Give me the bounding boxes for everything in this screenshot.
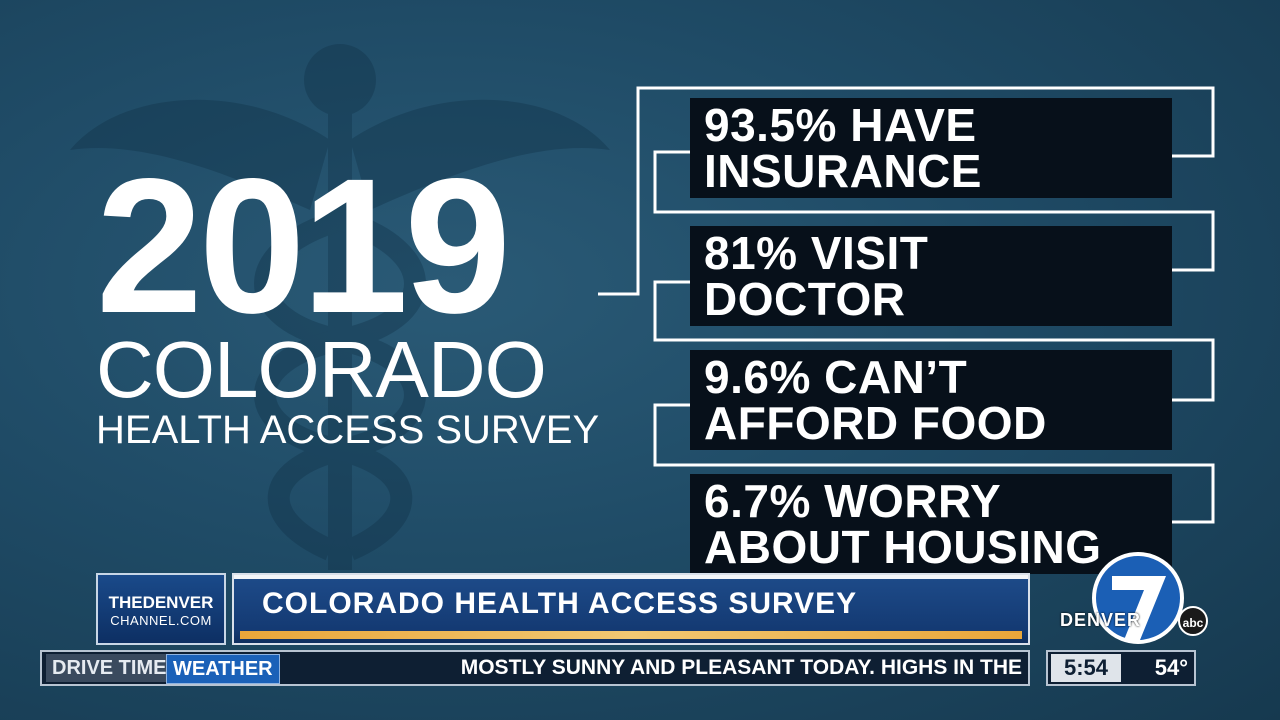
network-logo: abc <box>1178 606 1208 636</box>
station-name: DENVER <box>1060 610 1142 630</box>
news-ticker: DRIVE TIMES WEATHER MOSTLY SUNNY AND PLE… <box>40 650 1030 686</box>
channel-7-logo-icon <box>1092 552 1184 644</box>
stat-line: INSURANCE <box>704 145 982 197</box>
clock-time: 5:54 <box>1051 654 1121 682</box>
ticker-tab-drive-times: DRIVE TIMES <box>46 654 186 682</box>
headline-subtitle: HEALTH ACCESS SURVEY <box>96 408 600 452</box>
stat-doctor: 81% VISIT DOCTOR <box>690 226 1172 326</box>
clock-temperature-box: 5:54 54° <box>1046 650 1196 686</box>
ticker-tab-weather: WEATHER <box>166 654 280 684</box>
stat-insurance: 93.5% HAVE INSURANCE <box>690 98 1172 198</box>
stat-line: 81% VISIT <box>704 227 929 279</box>
ticker-text: MOSTLY SUNNY AND PLEASANT TODAY. HIGHS I… <box>460 656 1022 679</box>
station-logo: DENVER abc <box>1060 550 1208 655</box>
stat-food: 9.6% CAN’T AFFORD FOOD <box>690 350 1172 450</box>
stat-line: DOCTOR <box>704 273 906 325</box>
website-logo: THEDENVER CHANNEL.COM <box>96 573 226 645</box>
headline-year: 2019 <box>96 138 511 353</box>
stat-housing: 6.7% WORRY ABOUT HOUSING <box>690 474 1172 574</box>
caduceus-icon <box>70 44 610 570</box>
stat-line: AFFORD FOOD <box>704 397 1047 449</box>
headline-state: COLORADO <box>96 325 547 414</box>
stat-line: ABOUT HOUSING <box>704 521 1102 573</box>
current-temperature: 54° <box>1154 655 1188 680</box>
website-logo-line2: CHANNEL.COM <box>110 613 212 628</box>
stat-line: 93.5% HAVE <box>704 99 977 151</box>
website-logo-line1: THEDENVER <box>108 593 214 612</box>
lower-third-title: COLORADO HEALTH ACCESS SURVEY <box>262 587 858 620</box>
lower-third-stripe <box>240 631 1022 639</box>
lower-third-bar: COLORADO HEALTH ACCESS SURVEY <box>232 573 1030 645</box>
stat-line: 6.7% WORRY <box>704 475 1002 527</box>
stat-line: 9.6% CAN’T <box>704 351 968 403</box>
